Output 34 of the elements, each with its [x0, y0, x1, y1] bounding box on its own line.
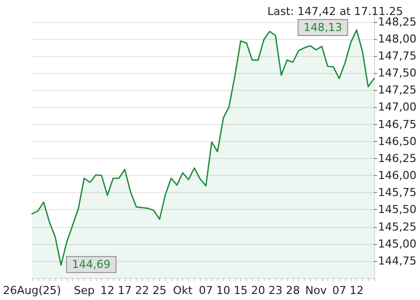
y-tick-label: 148,00 — [378, 32, 416, 46]
annotation: 148,13 — [304, 21, 342, 34]
y-tick-label: 145,25 — [378, 220, 416, 234]
chart-title: Last: 147,42 at 17.11.25 — [267, 5, 404, 18]
y-tick-label: 144,75 — [378, 254, 416, 268]
y-tick-label: 146,50 — [378, 134, 416, 148]
x-tick-label: 26Aug(25) — [2, 284, 62, 297]
y-tick-label: 147,00 — [378, 100, 416, 114]
x-tick-label: 12 — [350, 284, 364, 297]
x-tick-label: 15 — [234, 284, 248, 297]
x-tick-label: Sep — [74, 284, 95, 297]
y-tick-label: 147,25 — [378, 84, 416, 97]
x-tick-label: 17 — [118, 284, 132, 297]
x-tick-label: 22 — [135, 284, 150, 297]
y-tick-label: 147,75 — [378, 49, 416, 62]
y-tick-label: 146,00 — [378, 169, 416, 182]
y-tick-label: 147,50 — [378, 66, 416, 80]
x-tick-label: 23 — [268, 284, 282, 297]
x-tick-label: 07 — [332, 284, 346, 297]
annotation: 144,69 — [72, 258, 111, 272]
x-tick-label: 28 — [286, 284, 300, 297]
x-tick-label: 20 — [251, 284, 266, 297]
x-tick-label: 10 — [216, 284, 230, 297]
y-tick-label: 145,50 — [378, 203, 416, 216]
y-tick-label: 146,25 — [378, 152, 416, 165]
x-tick-label: Okt — [173, 284, 194, 297]
y-tick-label: 145,75 — [378, 186, 416, 200]
x-tick-label: 25 — [152, 284, 167, 297]
y-tick-label: 146,75 — [378, 118, 416, 131]
x-tick-label: 07 — [198, 284, 213, 297]
y-tick-label: 148,25 — [378, 15, 416, 28]
x-tick-label: 12 — [100, 284, 114, 297]
x-tick-label: Nov — [305, 284, 328, 297]
y-tick-label: 145,00 — [378, 237, 416, 250]
